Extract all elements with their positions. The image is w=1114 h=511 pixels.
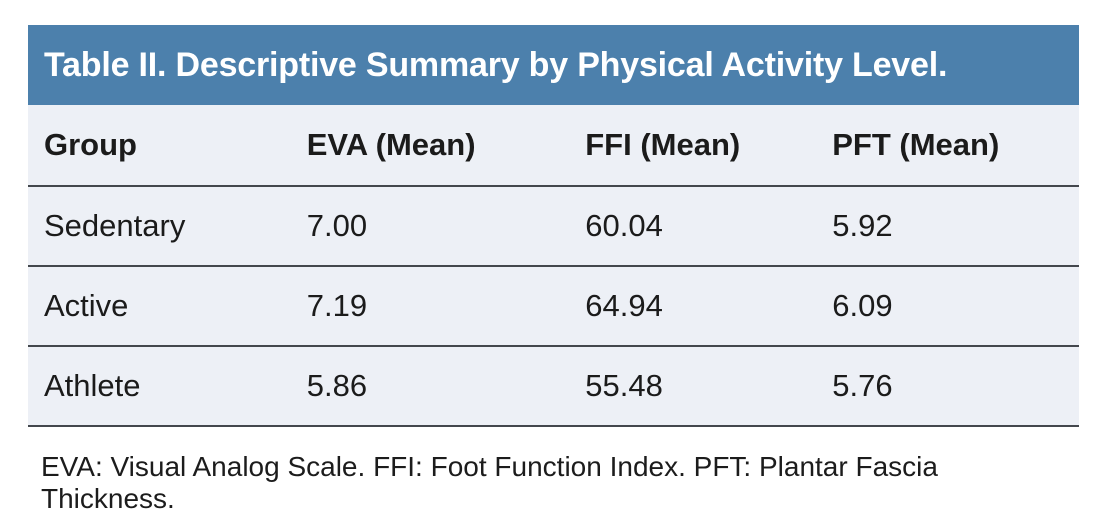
cell-pft: 6.09	[816, 266, 1079, 347]
cell-ffi: 64.94	[569, 266, 817, 347]
table-row: Active 7.19 64.94 6.09	[28, 266, 1079, 347]
cell-pft: 5.92	[816, 186, 1079, 267]
table-title-band: Table II. Descriptive Summary by Physica…	[28, 25, 1079, 105]
column-header-group: Group	[28, 105, 291, 187]
table-row: Sedentary 7.00 60.04 5.92	[28, 186, 1079, 267]
summary-table-card: Table II. Descriptive Summary by Physica…	[28, 25, 1079, 511]
cell-group: Active	[28, 266, 291, 347]
cell-group: Sedentary	[28, 186, 291, 267]
cell-eva: 5.86	[290, 346, 570, 427]
column-header-ffi: FFI (Mean)	[569, 105, 817, 187]
column-header-eva: EVA (Mean)	[290, 105, 570, 187]
cell-group: Athlete	[28, 346, 291, 427]
table-title: Table II. Descriptive Summary by Physica…	[44, 45, 948, 84]
cell-eva: 7.19	[290, 266, 570, 347]
table-row: Athlete 5.86 55.48 5.76	[28, 346, 1079, 427]
cell-eva: 7.00	[290, 186, 570, 267]
cell-ffi: 55.48	[569, 346, 817, 427]
summary-table: Group EVA (Mean) FFI (Mean) PFT (Mean) S…	[28, 105, 1079, 427]
table-footnote: EVA: Visual Analog Scale. FFI: Foot Func…	[28, 451, 1079, 511]
column-header-pft: PFT (Mean)	[816, 105, 1079, 187]
cell-ffi: 60.04	[569, 186, 817, 267]
cell-pft: 5.76	[816, 346, 1079, 427]
table-header-row: Group EVA (Mean) FFI (Mean) PFT (Mean)	[28, 105, 1079, 187]
